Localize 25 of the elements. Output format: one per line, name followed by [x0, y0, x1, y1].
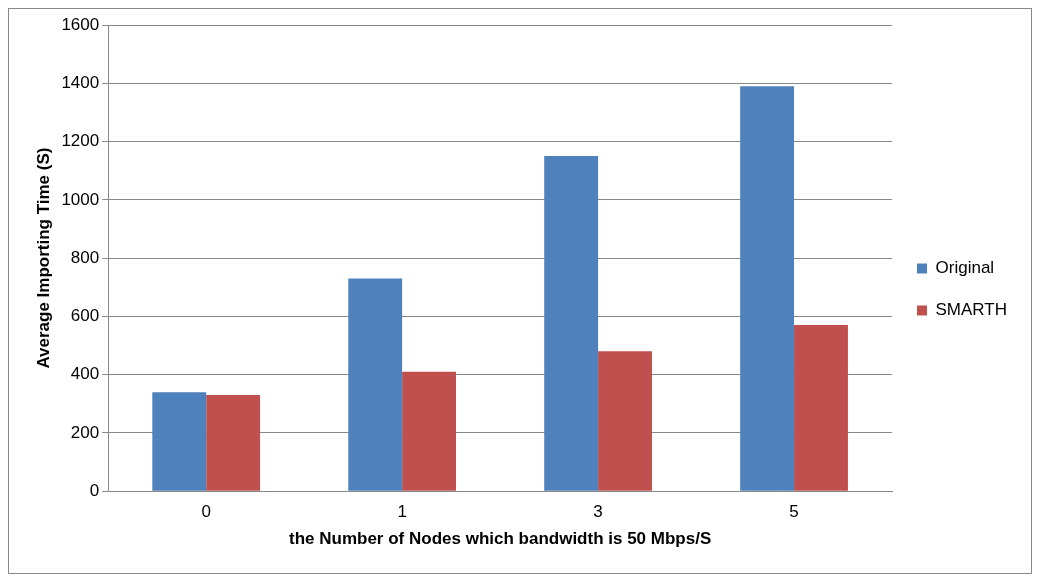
y-tick-label: 1000 [61, 189, 100, 209]
x-tick-label: 1 [397, 502, 407, 522]
y-tick-label: 0 [89, 480, 100, 500]
legend-label: SMARTH [935, 300, 1008, 320]
x-tick-label: 5 [789, 502, 799, 522]
y-axis-title: Average Importing Time (S) [33, 147, 53, 369]
y-tick-label: 800 [70, 247, 100, 267]
bar [348, 278, 403, 491]
bar [740, 86, 795, 491]
bar [544, 156, 599, 491]
bar [598, 351, 652, 491]
y-tick-label: 200 [70, 422, 100, 442]
y-tick-label: 400 [70, 364, 100, 384]
x-tick-label: 0 [201, 502, 211, 522]
x-axis-title: the Number of Nodes which bandwidth is 50 Mbps/S [289, 529, 712, 549]
y-tick-label: 600 [70, 306, 100, 326]
bar [152, 392, 207, 491]
y-tick-label: 1600 [61, 14, 100, 34]
y-tick-label: 1400 [61, 72, 100, 92]
legend-label: Original [935, 258, 995, 278]
y-tick-label: 1200 [61, 131, 100, 151]
bar [794, 325, 848, 491]
bar [402, 371, 457, 491]
bar [206, 395, 261, 491]
x-tick-label: 3 [593, 502, 603, 522]
